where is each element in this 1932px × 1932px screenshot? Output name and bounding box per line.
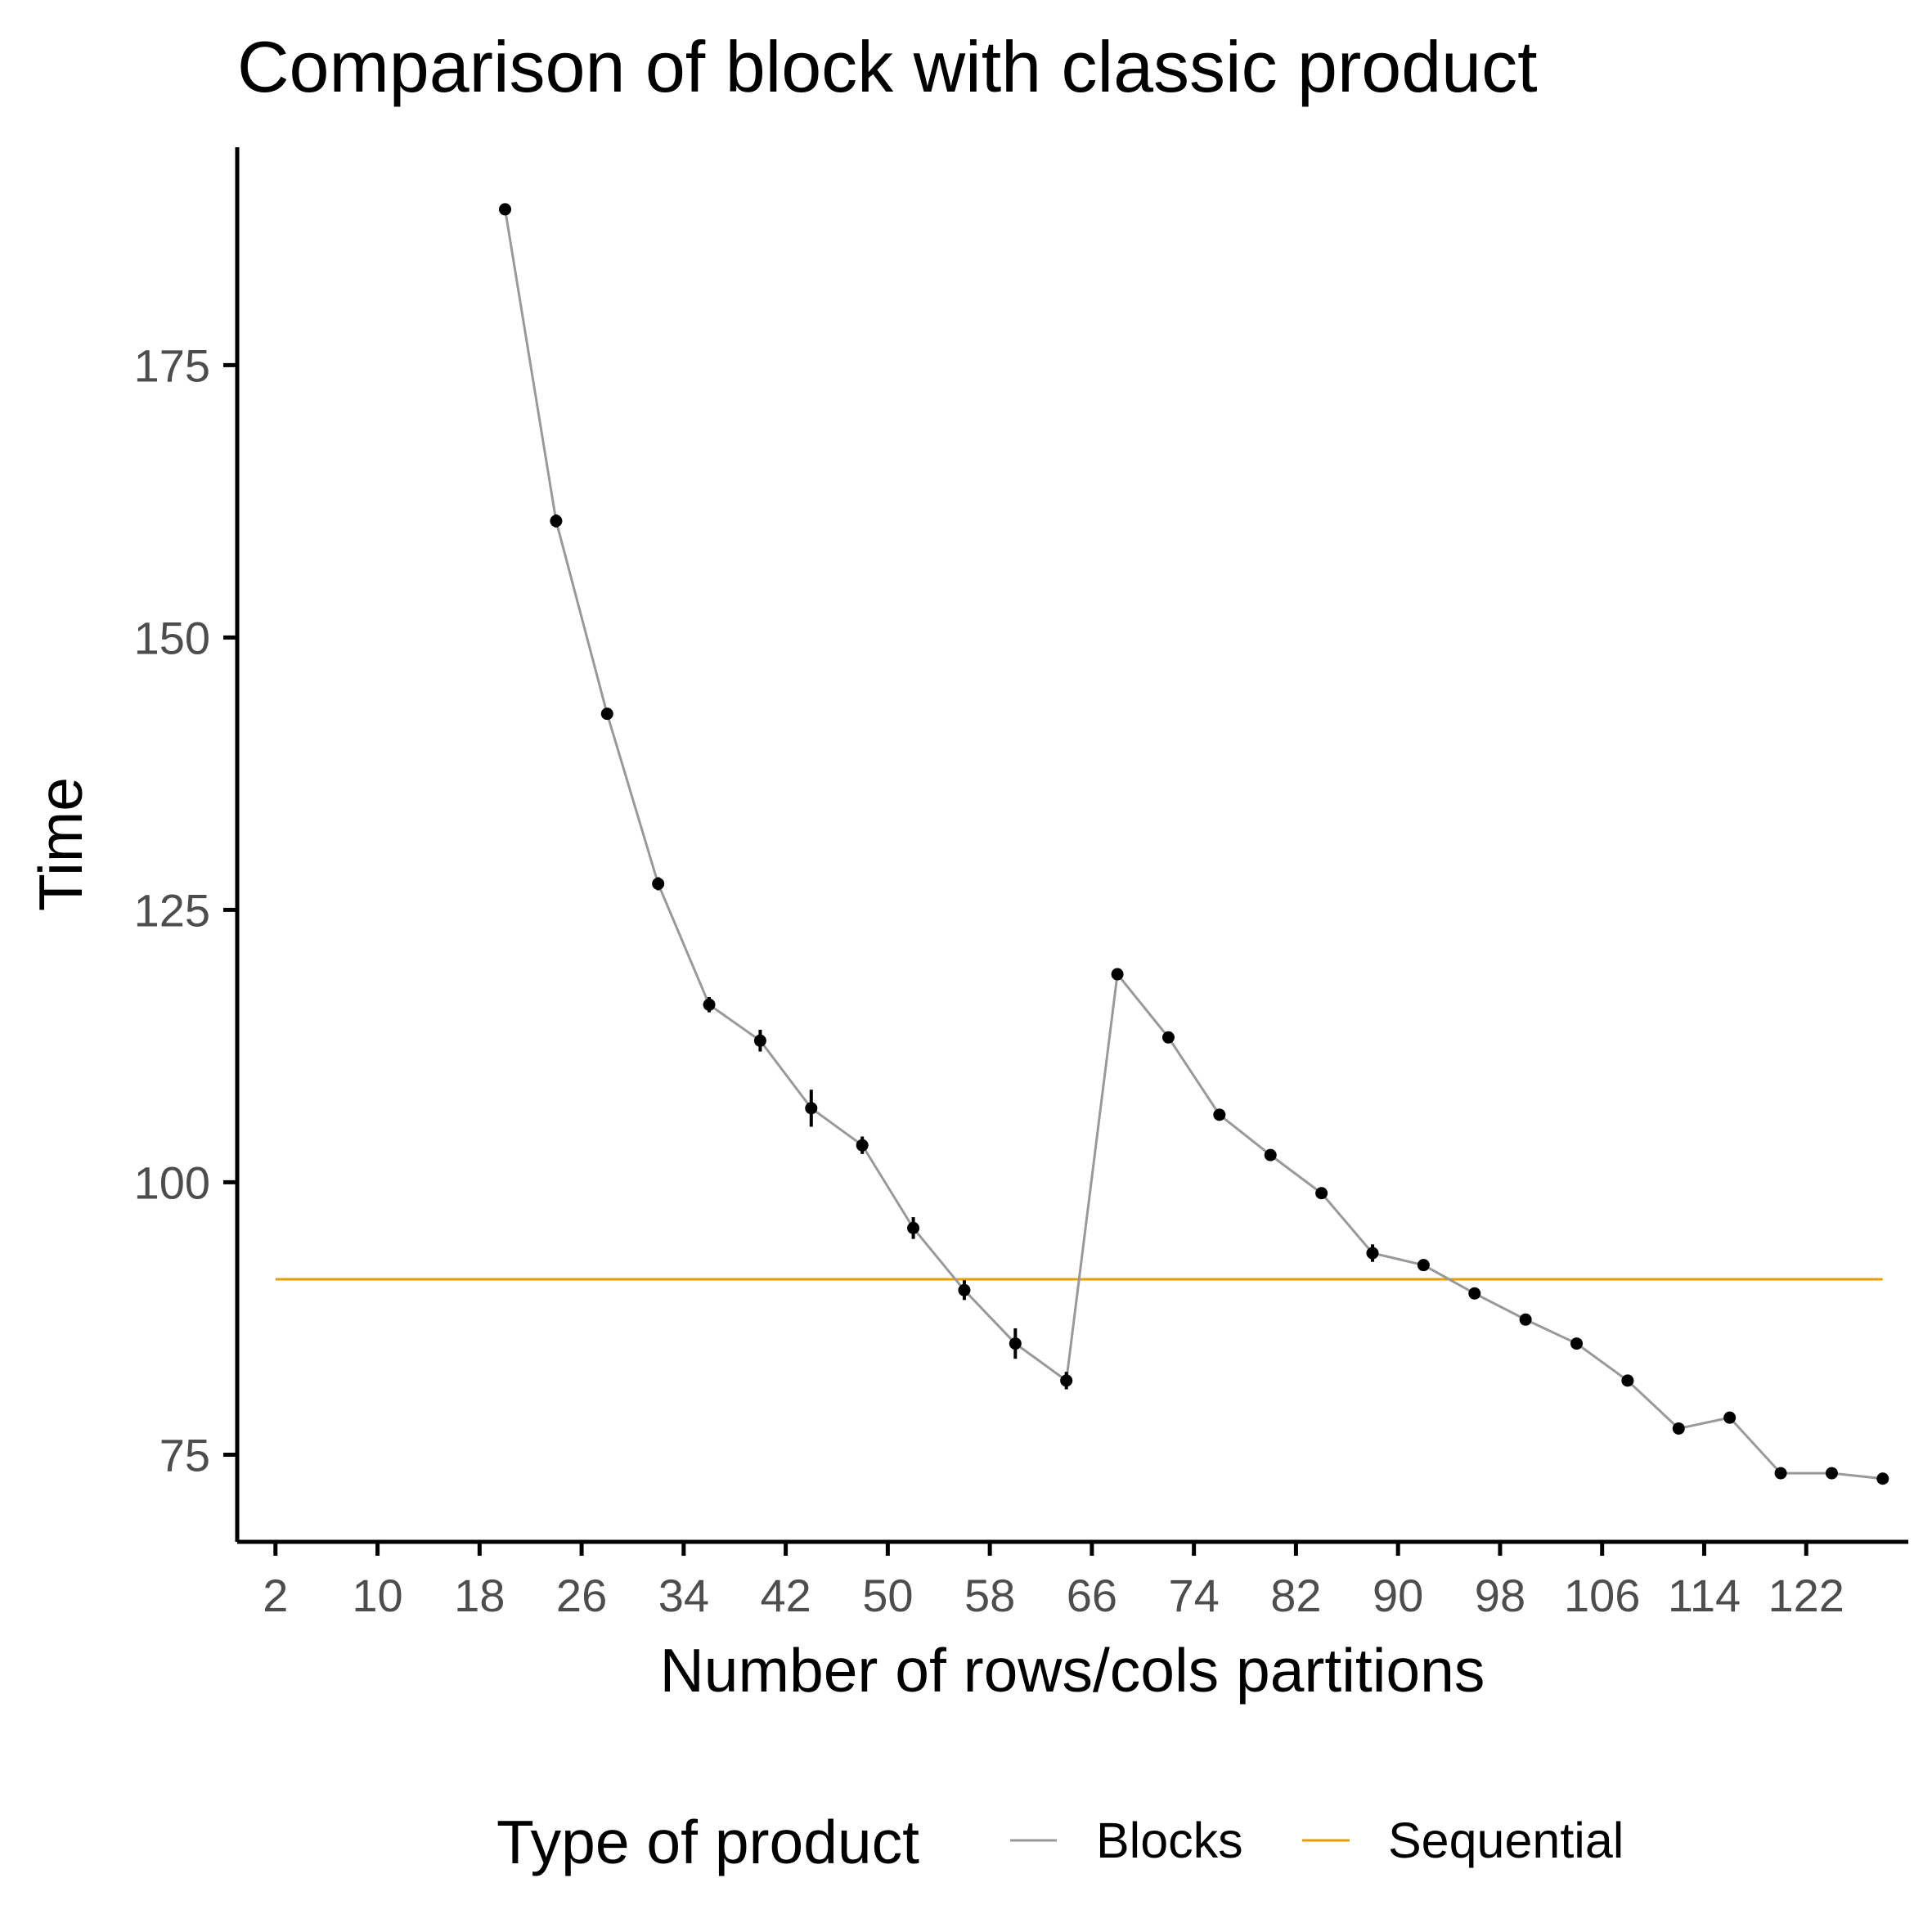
data-point	[1570, 1337, 1584, 1350]
data-point	[958, 1283, 971, 1296]
data-point	[1161, 1031, 1175, 1044]
data-point	[600, 708, 613, 721]
x-tick-label: 66	[1067, 1570, 1117, 1621]
y-tick-label: 150	[134, 612, 210, 663]
data-point	[1111, 968, 1124, 981]
x-tick-label: 18	[454, 1570, 505, 1621]
x-tick-label: 122	[1768, 1570, 1844, 1621]
legend-title: Type of product	[496, 1808, 919, 1876]
x-tick-label: 106	[1564, 1570, 1640, 1621]
x-tick-label: 26	[556, 1570, 607, 1621]
legend-label-blocks: Blocks	[1096, 1813, 1243, 1868]
x-tick-label: 90	[1373, 1570, 1423, 1621]
y-axis-title: Time	[26, 777, 95, 911]
data-point	[753, 1034, 766, 1047]
data-point	[1723, 1411, 1737, 1424]
data-point	[1621, 1374, 1634, 1387]
x-tick-label: 82	[1270, 1570, 1321, 1621]
data-point	[499, 203, 512, 216]
data-point	[550, 514, 563, 528]
data-point	[1264, 1148, 1277, 1161]
data-point	[805, 1102, 818, 1115]
data-point	[1468, 1287, 1481, 1300]
legend: Type of product Blocks Sequential	[496, 1808, 1624, 1876]
x-tick-label: 34	[658, 1570, 709, 1621]
data-point	[1672, 1422, 1685, 1435]
data-point	[1519, 1313, 1532, 1326]
legend-label-sequential: Sequential	[1388, 1813, 1624, 1868]
series-line-blocks	[504, 209, 1883, 1480]
y-ticks: 75 100 125 150 175	[134, 339, 237, 1480]
data-point	[1825, 1467, 1838, 1480]
data-point	[907, 1221, 920, 1234]
x-axis-title: Number of rows/cols partitions	[660, 1636, 1485, 1705]
y-tick-label: 175	[134, 339, 210, 391]
y-tick-label: 75	[160, 1429, 210, 1480]
x-tick-label: 114	[1668, 1570, 1741, 1621]
y-tick-label: 100	[134, 1157, 210, 1208]
data-point	[1315, 1187, 1328, 1200]
data-point	[1774, 1467, 1787, 1480]
data-point	[1876, 1472, 1889, 1485]
x-tick-label: 58	[964, 1570, 1015, 1621]
data-point	[1213, 1108, 1226, 1121]
x-tick-label: 10	[352, 1570, 402, 1621]
chart-title: Comparison of block with classic product	[237, 26, 1538, 107]
data-point	[856, 1139, 869, 1152]
x-tick-label: 74	[1169, 1570, 1220, 1621]
data-point	[1366, 1247, 1379, 1260]
x-tick-label: 50	[862, 1570, 913, 1621]
x-tick-label: 98	[1475, 1570, 1525, 1621]
x-tick-label: 42	[760, 1570, 811, 1621]
data-point	[1060, 1374, 1073, 1387]
data-point	[1009, 1337, 1022, 1350]
y-tick-label: 125	[134, 884, 210, 936]
x-tick-label: 2	[263, 1570, 288, 1621]
x-ticks: 2 10 18 26 34 42 50 58 66 74 82 90 98 106 114 122	[263, 1542, 1844, 1621]
data-point	[703, 998, 716, 1011]
plot-area	[275, 203, 1889, 1485]
data-point	[652, 877, 665, 890]
data-point	[1417, 1259, 1430, 1272]
